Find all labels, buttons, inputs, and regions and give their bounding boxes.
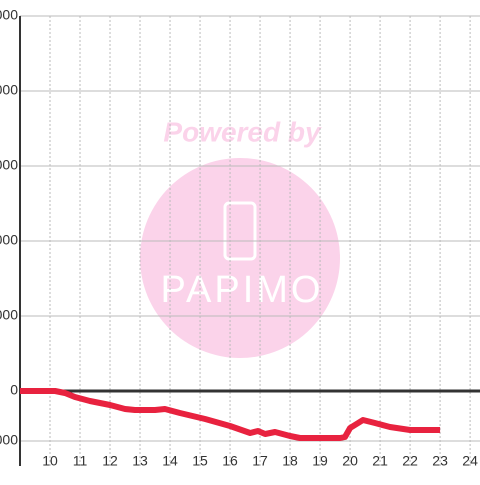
x-tick-label: 15	[192, 453, 208, 469]
watermark-brand: PAPIMO	[161, 269, 324, 311]
x-tick-label: 21	[372, 453, 388, 469]
y-tick-label: 120,000	[0, 82, 18, 98]
x-tick-label: 12	[102, 453, 118, 469]
y-tick-label: 30,000	[0, 307, 18, 323]
x-tick-label: 17	[252, 453, 268, 469]
x-tick-label: 20	[342, 453, 358, 469]
x-tick-label: 10	[42, 453, 58, 469]
x-tick-label: 18	[282, 453, 298, 469]
x-tick-label: 11	[73, 453, 88, 469]
x-tick-label: 23	[432, 453, 448, 469]
x-tick-label: 19	[312, 453, 328, 469]
y-tick-label: 0	[10, 382, 18, 398]
x-tick-label: 13	[132, 453, 148, 469]
y-tick-label: -20,000	[0, 432, 18, 448]
x-tick-label: 16	[222, 453, 238, 469]
x-tick-label: 14	[162, 453, 178, 469]
x-tick-label: 22	[402, 453, 418, 469]
y-tick-label: 60,000	[0, 232, 18, 248]
data-line	[20, 388, 441, 441]
watermark-text: Powered by	[163, 116, 322, 147]
y-tick-label: 150,000	[0, 7, 18, 23]
y-tick-label: 90,000	[0, 157, 18, 173]
watermark-icon	[223, 201, 257, 261]
x-tick-label: 24	[462, 453, 478, 469]
